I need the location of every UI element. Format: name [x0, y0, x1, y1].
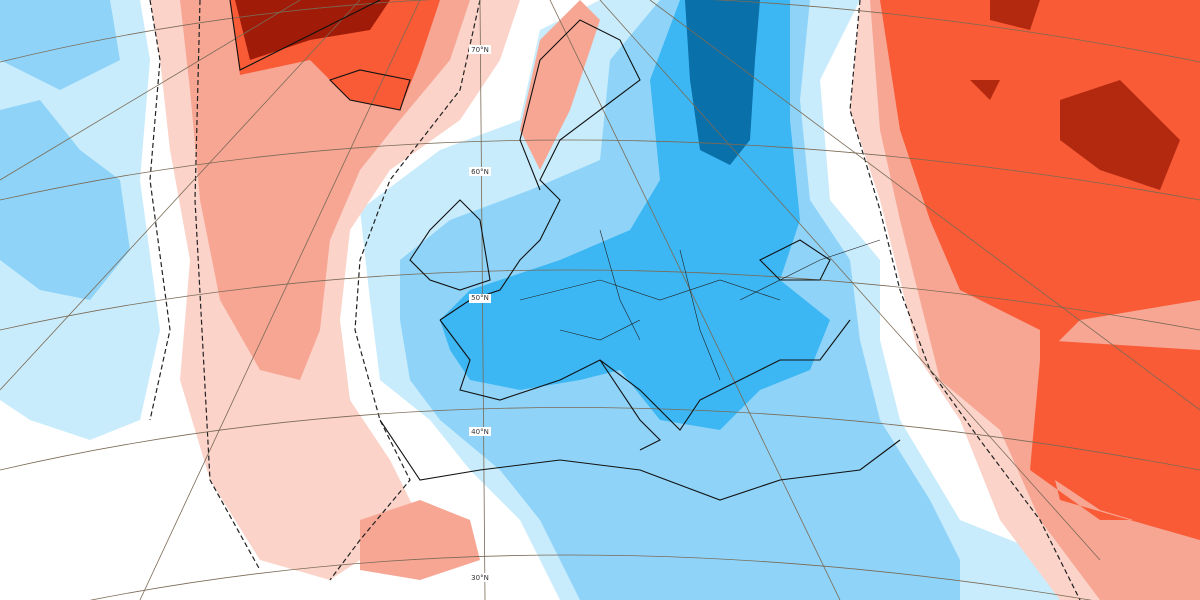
coastline: [409, 199, 491, 291]
parallel: [0, 269, 1200, 331]
warm-strong: [1040, 340, 1200, 540]
contour: [849, 0, 1081, 600]
latitude-label: 60°N: [471, 168, 489, 176]
parallel: [0, 407, 1200, 471]
warm-anomaly-areas: [150, 0, 1200, 600]
label-bg: [469, 294, 491, 303]
parallel: [0, 139, 1200, 201]
label-bg: [469, 427, 491, 436]
meridian: [139, 0, 421, 600]
label-bg: [469, 45, 491, 54]
coastline: [599, 359, 661, 451]
zero-contours: [149, 0, 1081, 600]
cold-medium: [0, 100, 130, 300]
contour: [329, 0, 481, 581]
contour: [194, 0, 261, 571]
contour: [149, 0, 171, 421]
latitude-labels: 70°N 60°N 50°N 40°N 30°N: [469, 45, 491, 582]
meridian: [0, 0, 361, 391]
label-bg: [469, 167, 491, 176]
coastline: [439, 319, 851, 431]
meridian: [549, 0, 841, 600]
warm-medium: [360, 500, 480, 580]
meridian: [649, 0, 1200, 411]
meridian: [0, 0, 301, 181]
parallel: [89, 554, 1093, 600]
cold-very-strong: [685, 0, 760, 165]
coastline: [439, 19, 641, 321]
warm-very-strong: [970, 0, 1180, 190]
label-bg: [469, 573, 491, 582]
coastlines: [229, 0, 901, 501]
coastline: [229, 0, 381, 71]
latitude-label: 40°N: [471, 428, 489, 436]
warm-medium: [520, 0, 600, 170]
warm-very-strong: [235, 0, 390, 60]
coastline: [328, 69, 411, 111]
coastline: [759, 239, 831, 281]
borders: [519, 229, 881, 381]
parallel: [0, 0, 1200, 63]
coastline: [379, 419, 901, 501]
meridian: [599, 0, 1101, 561]
latitude-label: 30°N: [471, 574, 489, 582]
latitude-label: 70°N: [471, 46, 489, 54]
latitude-label: 50°N: [471, 294, 489, 302]
cold-medium: [0, 0, 120, 90]
